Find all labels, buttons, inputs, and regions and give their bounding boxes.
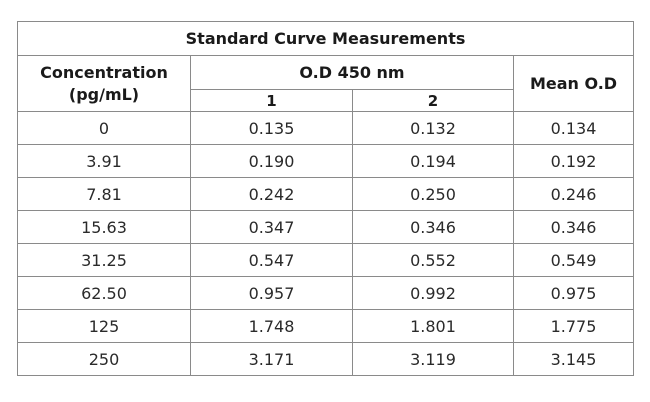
mean-od-cell: 0.346 <box>512 210 635 244</box>
concentration-cell: 15.63 <box>17 210 191 244</box>
mean-od-cell: 0.246 <box>512 177 635 211</box>
concentration-cell: 0 <box>17 111 191 145</box>
mean-od-cell: 3.145 <box>512 342 635 376</box>
concentration-cell: 62.50 <box>17 276 191 310</box>
od-rep2-cell: 0.552 <box>352 243 514 277</box>
od-rep1-cell: 0.135 <box>190 111 353 145</box>
title-row: Standard Curve Measurements <box>16 21 635 56</box>
od-rep1-cell: 0.242 <box>190 177 353 211</box>
mean-od-cell: 0.134 <box>512 111 635 145</box>
subheader-row: 1 2 <box>18 89 634 112</box>
mean-od-header: Mean O.D <box>512 55 635 112</box>
od-rep2-cell: 0.346 <box>352 210 514 244</box>
od-rep1-cell: 0.547 <box>190 243 353 277</box>
mean-od-cell: 0.975 <box>512 276 635 310</box>
od-rep2-cell: 0.132 <box>352 111 514 145</box>
od-rep2-cell: 0.992 <box>352 276 514 310</box>
table-title: Standard Curve Measurements <box>16 21 635 56</box>
od-rep2-cell: 0.250 <box>352 177 514 211</box>
mean-od-cell: 0.192 <box>512 144 635 178</box>
od-rep1-cell: 0.347 <box>190 210 353 244</box>
replicate-1-header: 1 <box>190 89 353 112</box>
concentration-cell: 125 <box>17 309 191 343</box>
table-row: 3.91 0.190 0.194 0.192 <box>17 144 635 178</box>
table-row: 15.63 0.347 0.346 0.346 <box>17 210 635 244</box>
table-row: 250 3.171 3.119 3.145 <box>17 342 635 376</box>
table-row: 62.50 0.957 0.992 0.975 <box>17 276 635 310</box>
od-rep2-cell: 0.194 <box>352 144 514 178</box>
concentration-cell: 31.25 <box>17 243 191 277</box>
concentration-cell: 250 <box>17 342 191 376</box>
od-rep1-cell: 1.748 <box>190 309 353 343</box>
mean-od-cell: 1.775 <box>512 309 635 343</box>
od-rep1-cell: 3.171 <box>190 342 353 376</box>
table-row: 0 0.135 0.132 0.134 <box>17 111 635 145</box>
concentration-cell: 3.91 <box>17 144 191 178</box>
od-rep1-cell: 0.957 <box>190 276 353 310</box>
header-row: Concentration (pg/mL) O.D 450 nm Mean O.… <box>17 55 635 112</box>
od-rep2-cell: 1.801 <box>352 309 514 343</box>
od-group-header: O.D 450 nm <box>190 55 514 90</box>
od-rep2-cell: 3.119 <box>352 342 514 376</box>
table-row: 7.81 0.242 0.250 0.246 <box>17 177 635 211</box>
od-rep1-cell: 0.190 <box>190 144 353 178</box>
mean-od-cell: 0.549 <box>512 243 635 277</box>
replicate-2-header: 2 <box>352 89 514 112</box>
standard-curve-table: Standard Curve Measurements Concentratio… <box>16 21 635 376</box>
concentration-header: Concentration (pg/mL) <box>17 55 191 112</box>
concentration-cell: 7.81 <box>17 177 191 211</box>
table-row: 31.25 0.547 0.552 0.549 <box>17 243 635 277</box>
table-row: 125 1.748 1.801 1.775 <box>17 309 635 343</box>
